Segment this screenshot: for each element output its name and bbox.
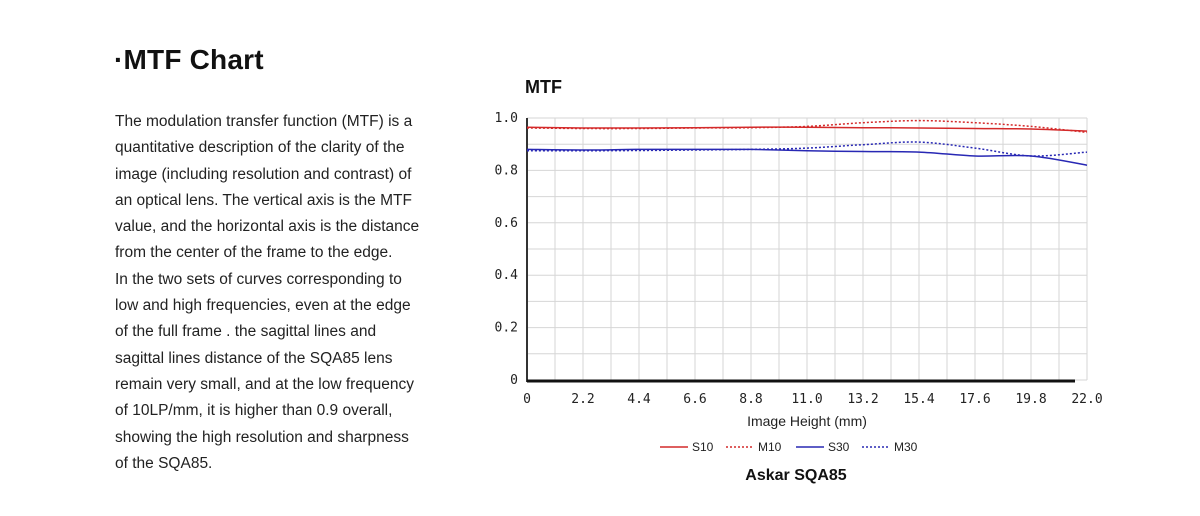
y-tick-label: 0.2 bbox=[495, 321, 518, 336]
chart-caption: Askar SQA85 bbox=[745, 467, 846, 484]
paragraph-line: remain very small, and at the low freque… bbox=[115, 375, 414, 393]
legend-label: M30 bbox=[894, 440, 918, 454]
x-tick-label: 19.8 bbox=[1015, 392, 1046, 407]
paragraph-line: of 10LP/mm, it is higher than 0.9 overal… bbox=[115, 402, 393, 420]
paragraph-line: The modulation transfer function (MTF) i… bbox=[115, 113, 413, 130]
y-tick-label: 1.0 bbox=[495, 111, 518, 126]
paragraph-line: an optical lens. The vertical axis is th… bbox=[115, 191, 412, 209]
x-tick-label: 0 bbox=[523, 392, 531, 407]
legend-label: S30 bbox=[828, 440, 850, 454]
series-line-s30 bbox=[526, 148, 1088, 166]
paragraph-line: value, and the horizontal axis is the di… bbox=[115, 218, 420, 236]
x-tick-label: 11.0 bbox=[791, 392, 822, 407]
series-line-m10 bbox=[526, 119, 1088, 134]
x-axis-title: Image Height (mm) bbox=[747, 413, 867, 429]
series-line-m30 bbox=[527, 141, 1088, 157]
x-tick-label: 6.6 bbox=[683, 392, 706, 407]
y-tick-label: 0 bbox=[510, 373, 518, 388]
paragraph-line: image (including resolution and contrast… bbox=[115, 165, 412, 183]
paragraph-line: In the two sets of curves corresponding … bbox=[115, 270, 402, 288]
paragraph-line: of the full frame . the sagittal lines a… bbox=[115, 323, 377, 341]
description-paragraph: The modulation transfer function (MTF) i… bbox=[115, 109, 460, 477]
x-tick-label: 2.2 bbox=[571, 392, 594, 407]
legend-label: M10 bbox=[758, 440, 782, 454]
y-tick-label: 0.4 bbox=[495, 268, 519, 283]
legend-label: S10 bbox=[692, 440, 714, 454]
paragraph-line: showing the high resolution and sharpnes… bbox=[115, 428, 409, 446]
x-tick-label: 17.6 bbox=[959, 392, 990, 407]
x-tick-label: 8.8 bbox=[739, 392, 762, 407]
series-line-s10 bbox=[526, 126, 1088, 132]
x-tick-label: 15.4 bbox=[903, 392, 934, 407]
y-tick-label: 0.8 bbox=[495, 163, 518, 178]
x-tick-label: 13.2 bbox=[847, 392, 878, 407]
paragraph-line: quantitative description of the clarity … bbox=[115, 139, 405, 157]
paragraph-line: from the center of the frame to the edge… bbox=[115, 244, 393, 262]
y-tick-label: 0.6 bbox=[495, 216, 518, 231]
section-title: ·MTF Chart bbox=[114, 44, 264, 75]
paragraph-line: sagittal lines distance of the SQA85 len… bbox=[115, 349, 393, 367]
x-tick-label: 22.0 bbox=[1071, 392, 1102, 407]
x-tick-label: 4.4 bbox=[627, 392, 651, 407]
paragraph-line: low and high frequencies, even at the ed… bbox=[115, 297, 411, 315]
chart-title: MTF bbox=[525, 77, 562, 97]
paragraph-line: of the SQA85. bbox=[115, 454, 213, 472]
